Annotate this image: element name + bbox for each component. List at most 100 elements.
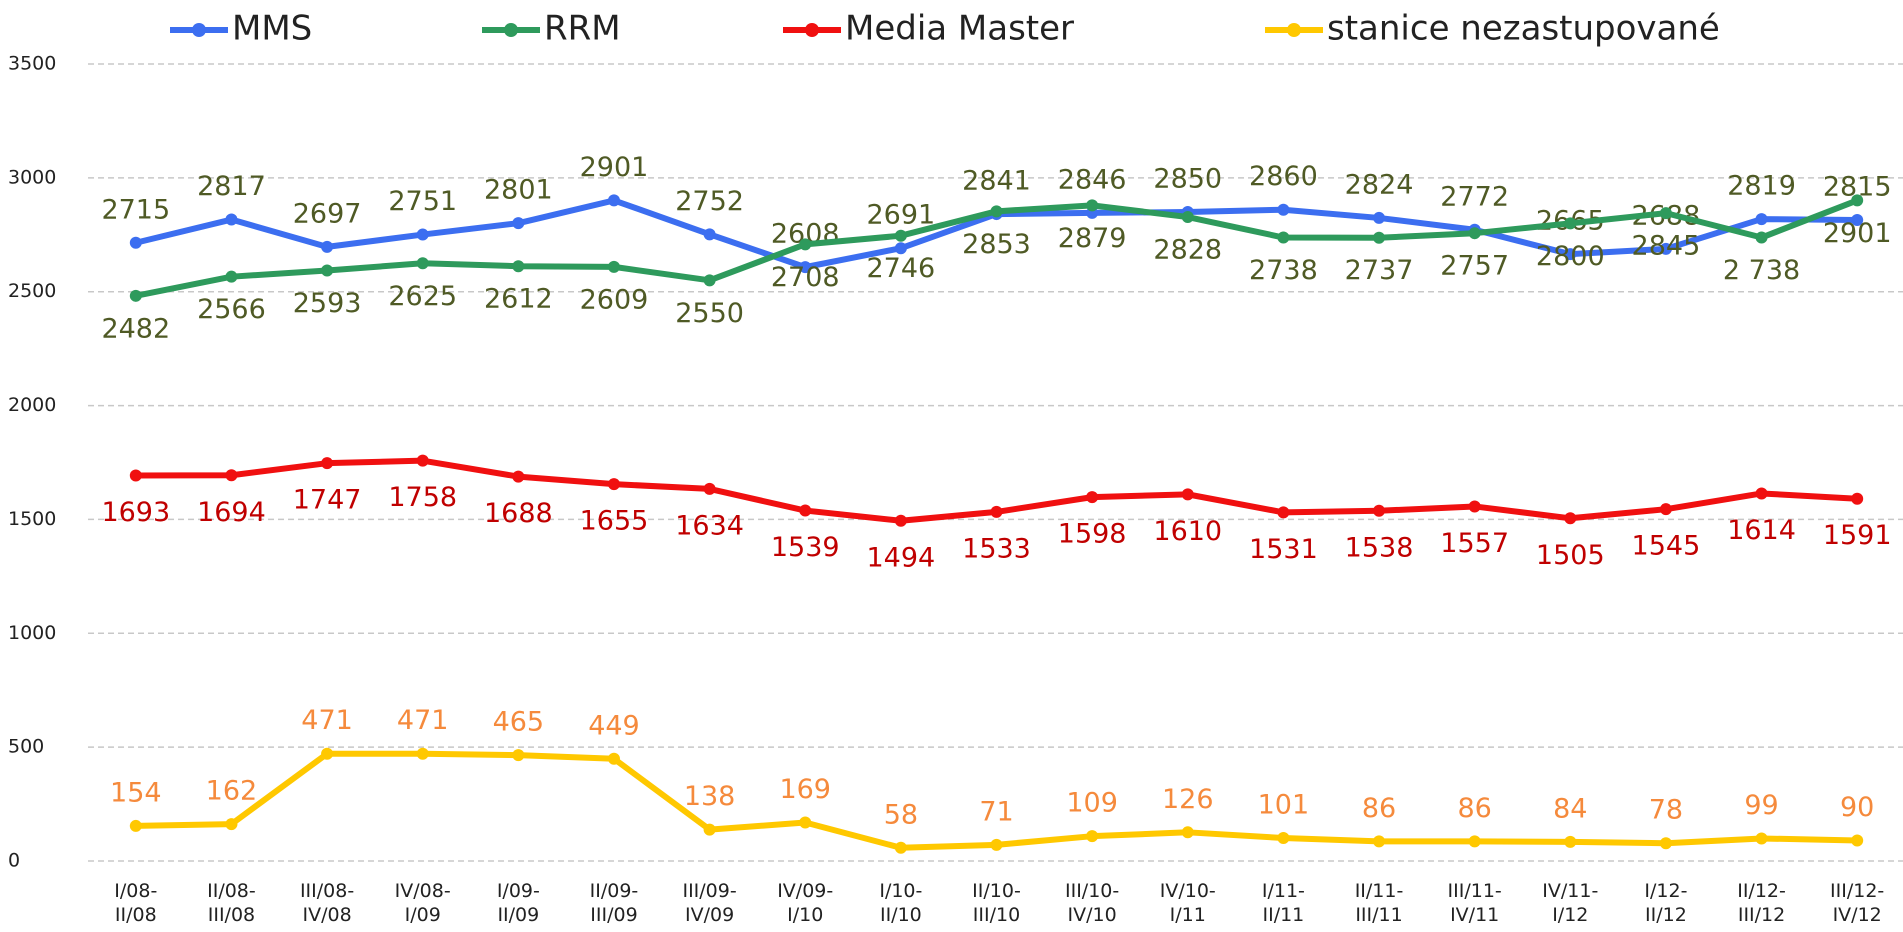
point	[1277, 506, 1290, 519]
point	[799, 238, 812, 251]
data-label: 99	[1744, 790, 1778, 821]
point	[1086, 491, 1099, 504]
data-label: 2801	[484, 175, 553, 206]
x-tick-label: IV/10-I/11	[1160, 880, 1216, 926]
data-label: 2 738	[1723, 255, 1800, 286]
point	[1468, 835, 1481, 848]
legend-swatch	[192, 23, 206, 37]
data-label: 138	[684, 781, 736, 812]
data-label: 86	[1457, 793, 1491, 824]
data-label: 2691	[867, 200, 936, 231]
y-tick-label: 500	[8, 736, 44, 758]
point	[1373, 211, 1386, 224]
point	[1468, 227, 1481, 240]
point	[894, 841, 907, 854]
point	[1755, 213, 1768, 226]
point	[129, 289, 142, 302]
x-tick-label: III/12-IV/12	[1830, 880, 1884, 926]
point	[703, 823, 716, 836]
point	[1755, 832, 1768, 845]
data-label: 1545	[1632, 531, 1701, 562]
point	[1468, 500, 1481, 513]
x-tick-label: III/10-IV/10	[1065, 880, 1119, 926]
point	[703, 228, 716, 241]
data-label: 71	[979, 796, 1013, 827]
data-label: 126	[1162, 784, 1214, 815]
point	[416, 257, 429, 270]
point	[1181, 826, 1194, 839]
point	[225, 270, 238, 283]
point	[703, 482, 716, 495]
point	[607, 194, 620, 207]
data-label: 2853	[962, 229, 1031, 260]
point	[1086, 830, 1099, 843]
point	[1277, 203, 1290, 216]
data-label: 2757	[1440, 251, 1509, 282]
point	[1851, 834, 1864, 847]
point	[512, 749, 525, 762]
point	[1564, 835, 1577, 848]
x-tick-label: II/10-III/10	[972, 880, 1021, 926]
point	[1564, 217, 1577, 230]
x-tick-label: II/11-III/11	[1355, 880, 1404, 926]
data-label: 2901	[1823, 218, 1892, 249]
point	[321, 457, 334, 470]
legend-swatch	[504, 23, 518, 37]
data-label: 2772	[1440, 181, 1509, 212]
point	[1564, 512, 1577, 525]
point	[1564, 248, 1577, 261]
data-label: 1531	[1249, 534, 1318, 565]
data-label: 154	[110, 777, 162, 808]
data-label: 2752	[675, 186, 744, 217]
data-label: 2738	[1249, 255, 1318, 286]
point	[1851, 213, 1864, 226]
data-label: 1557	[1440, 528, 1509, 559]
data-label: 2751	[388, 186, 457, 217]
point	[990, 505, 1003, 518]
data-label: 1747	[293, 485, 362, 516]
point	[225, 469, 238, 482]
point	[321, 747, 334, 760]
data-label: 109	[1066, 788, 1118, 819]
point	[1755, 231, 1768, 244]
data-label: 58	[884, 799, 918, 830]
legend-label: stanice nezastupované	[1327, 9, 1720, 49]
data-label: 1538	[1345, 532, 1414, 563]
point	[512, 470, 525, 483]
x-tick-label: III/08-IV/08	[300, 880, 354, 926]
point	[1659, 503, 1672, 516]
point	[1373, 231, 1386, 244]
point	[129, 819, 142, 832]
y-tick-label: 2000	[8, 394, 56, 416]
point	[1659, 207, 1672, 220]
point	[129, 469, 142, 482]
data-label: 2609	[580, 284, 649, 315]
point	[607, 478, 620, 491]
x-tick-label: I/08-II/08	[114, 880, 157, 926]
data-label: 2625	[388, 281, 457, 312]
legend-swatch	[1287, 23, 1301, 37]
point	[225, 213, 238, 226]
data-label: 78	[1649, 795, 1683, 826]
point	[1755, 487, 1768, 500]
data-label: 2550	[675, 298, 744, 329]
point	[129, 236, 142, 249]
data-label: 2845	[1632, 231, 1701, 262]
x-tick-label: II/12-III/12	[1737, 880, 1786, 926]
point	[1851, 492, 1864, 505]
data-label: 2817	[197, 171, 266, 202]
data-label: 2482	[101, 313, 170, 344]
point	[799, 504, 812, 517]
data-label: 2715	[101, 194, 170, 225]
data-label: 2841	[962, 166, 1031, 197]
point	[799, 261, 812, 274]
point	[607, 752, 620, 765]
legend-label: Media Master	[845, 9, 1074, 49]
y-tick-label: 3000	[8, 166, 56, 188]
data-label: 2566	[197, 294, 266, 325]
x-tick-label: III/11-IV/11	[1448, 880, 1502, 926]
point	[1659, 837, 1672, 850]
point	[416, 747, 429, 760]
point	[512, 217, 525, 230]
point	[1277, 231, 1290, 244]
